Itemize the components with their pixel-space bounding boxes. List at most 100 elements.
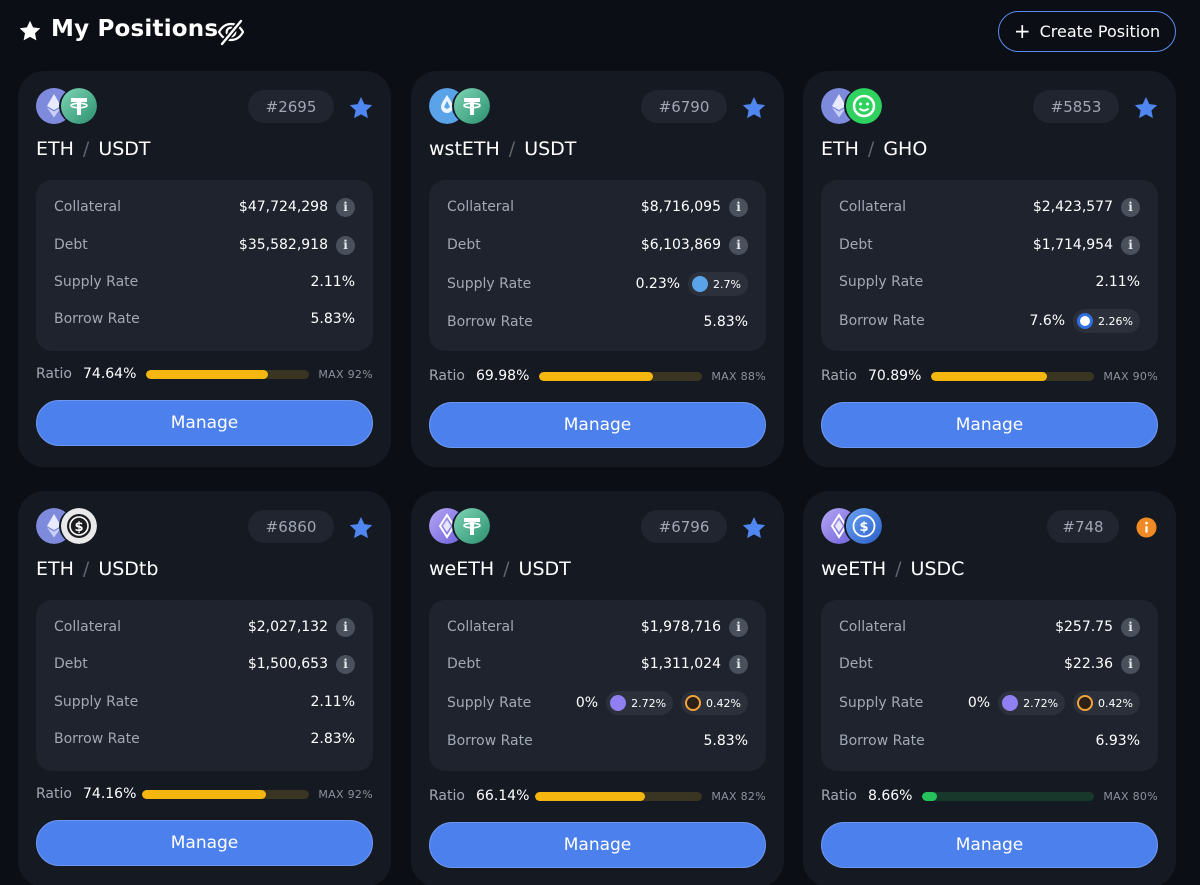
collateral-label: Collateral: [54, 199, 122, 215]
borrow-rate-value: 2.83%: [310, 731, 355, 747]
ratio-bar: [539, 372, 702, 381]
info-icon[interactable]: i: [729, 197, 748, 217]
eye-off-icon[interactable]: [216, 17, 246, 47]
ratio-bar: [142, 790, 309, 799]
pair-name: ETH / USDtb: [36, 558, 158, 580]
debt-label: Debt: [839, 656, 873, 672]
info-icon[interactable]: i: [1121, 235, 1140, 255]
info-icon[interactable]: i: [1121, 654, 1140, 674]
info-icon[interactable]: i: [336, 617, 355, 637]
usdt-token-icon: [454, 88, 490, 124]
info-icon[interactable]: i: [729, 617, 748, 637]
max-ratio-label: MAX 80%: [1103, 790, 1158, 803]
collateral-label: Collateral: [54, 619, 122, 635]
ratio-bar-fill: [146, 370, 268, 379]
stats-panel: Collateral $47,724,298 i Debt $35,582,918…: [36, 180, 373, 351]
supply-rate-row: Supply Rate 2.11%: [54, 690, 355, 714]
manage-button[interactable]: Manage: [821, 402, 1158, 448]
collateral-label: Collateral: [839, 199, 907, 215]
pair-name: weETH / USDC: [821, 558, 964, 580]
pair-separator: /: [895, 558, 902, 580]
warning-info-icon[interactable]: [1136, 517, 1157, 538]
pair-icons: $: [36, 508, 100, 544]
borrow-rate-value: 5.83%: [703, 733, 748, 749]
ratio-label: Ratio: [429, 368, 465, 384]
weeth-token-icon: [429, 508, 465, 544]
debt-row: Debt $1,714,954 i: [839, 233, 1140, 257]
favorite-star-icon[interactable]: [1133, 95, 1159, 121]
manage-button[interactable]: Manage: [429, 402, 766, 448]
collateral-value: $257.75: [1055, 619, 1113, 635]
favorite-star-icon[interactable]: [348, 95, 374, 121]
collateral-value: $47,724,298: [238, 199, 328, 215]
position-id-badge: #5853: [1033, 90, 1119, 123]
supply-rate-value: 2.11%: [310, 694, 355, 710]
debt-row: Debt $1,500,653 i: [54, 652, 355, 676]
debt-value: $1,311,024: [640, 656, 721, 672]
staking-apr-badge[interactable]: 2.7%: [688, 272, 748, 296]
borrow-rate-row: Borrow Rate 7.6% 2.26%: [839, 309, 1140, 333]
points-badge[interactable]: 0.42%: [681, 691, 748, 715]
info-icon[interactable]: i: [729, 235, 748, 255]
stats-panel: Collateral $2,027,132 i Debt $1,500,653 i …: [36, 600, 373, 771]
position-card: $ #6860 ETH / USDtb Collateral $2,027,132 i…: [18, 491, 391, 885]
svg-text:$: $: [74, 520, 83, 535]
ratio-bar-fill: [931, 372, 1047, 381]
debt-value: $22.36: [1064, 656, 1113, 672]
supply-rate-label: Supply Rate: [54, 694, 139, 710]
stats-panel: Collateral $2,423,577 i Debt $1,714,954 i …: [821, 180, 1158, 351]
position-id-badge: #6790: [641, 90, 727, 123]
collateral-value: $8,716,095: [640, 199, 721, 215]
create-position-button[interactable]: + Create Position: [998, 11, 1176, 52]
manage-button[interactable]: Manage: [429, 822, 766, 868]
manage-button[interactable]: Manage: [36, 820, 373, 866]
stats-panel: Collateral $8,716,095 i Debt $6,103,869 i …: [429, 180, 766, 351]
info-icon[interactable]: i: [336, 235, 355, 255]
debt-value: $35,582,918: [238, 237, 328, 253]
favorite-star-icon[interactable]: [741, 515, 767, 541]
pair-icons: [429, 508, 493, 544]
position-id-badge: #6860: [248, 510, 334, 543]
staking-apr-badge[interactable]: 2.72%: [998, 691, 1066, 715]
collateral-row: Collateral $257.75 i: [839, 615, 1140, 639]
collateral-asset: ETH: [36, 558, 74, 580]
info-icon[interactable]: i: [336, 654, 355, 674]
debt-row: Debt $35,582,918 i: [54, 233, 355, 257]
manage-button[interactable]: Manage: [821, 822, 1158, 868]
manage-button[interactable]: Manage: [36, 400, 373, 446]
ratio-bar: [146, 370, 309, 379]
pair-separator: /: [867, 138, 875, 160]
max-ratio-label: MAX 90%: [1103, 370, 1158, 383]
favorite-star-icon[interactable]: [741, 95, 767, 121]
borrow-rate-row: Borrow Rate 5.83%: [54, 307, 355, 331]
star-icon: [19, 20, 41, 41]
info-icon[interactable]: i: [1121, 617, 1140, 637]
collateral-row: Collateral $2,027,132 i: [54, 615, 355, 639]
points-badge[interactable]: 0.42%: [1073, 691, 1140, 715]
page-title: My Positions: [51, 16, 219, 42]
discount-badge[interactable]: 2.26%: [1073, 309, 1140, 333]
borrow-rate-label: Borrow Rate: [54, 311, 140, 327]
info-icon[interactable]: i: [729, 654, 748, 674]
collateral-value: $2,423,577: [1032, 199, 1113, 215]
info-icon[interactable]: i: [1121, 197, 1140, 217]
debt-row: Debt $6,103,869 i: [447, 233, 748, 257]
favorite-star-icon[interactable]: [348, 515, 374, 541]
pair-separator: /: [82, 138, 90, 160]
borrow-rate-row: Borrow Rate 2.83%: [54, 727, 355, 751]
supply-rate-label: Supply Rate: [447, 276, 532, 292]
supply-rate-label: Supply Rate: [54, 274, 139, 290]
staking-apr-badge[interactable]: 2.72%: [606, 691, 674, 715]
borrow-rate-label: Borrow Rate: [54, 731, 140, 747]
info-icon[interactable]: i: [336, 197, 355, 217]
debt-asset: USDT: [524, 138, 577, 160]
create-position-label: Create Position: [1039, 22, 1161, 41]
supply-rate-label: Supply Rate: [839, 695, 924, 711]
borrow-rate-label: Borrow Rate: [447, 733, 533, 749]
max-ratio-label: MAX 92%: [318, 788, 373, 801]
collateral-asset: weETH: [429, 558, 495, 580]
collateral-row: Collateral $47,724,298 i: [54, 195, 355, 219]
collateral-asset: ETH: [821, 138, 859, 160]
usdc-token-icon: $: [846, 508, 882, 544]
max-ratio-label: MAX 82%: [711, 790, 766, 803]
